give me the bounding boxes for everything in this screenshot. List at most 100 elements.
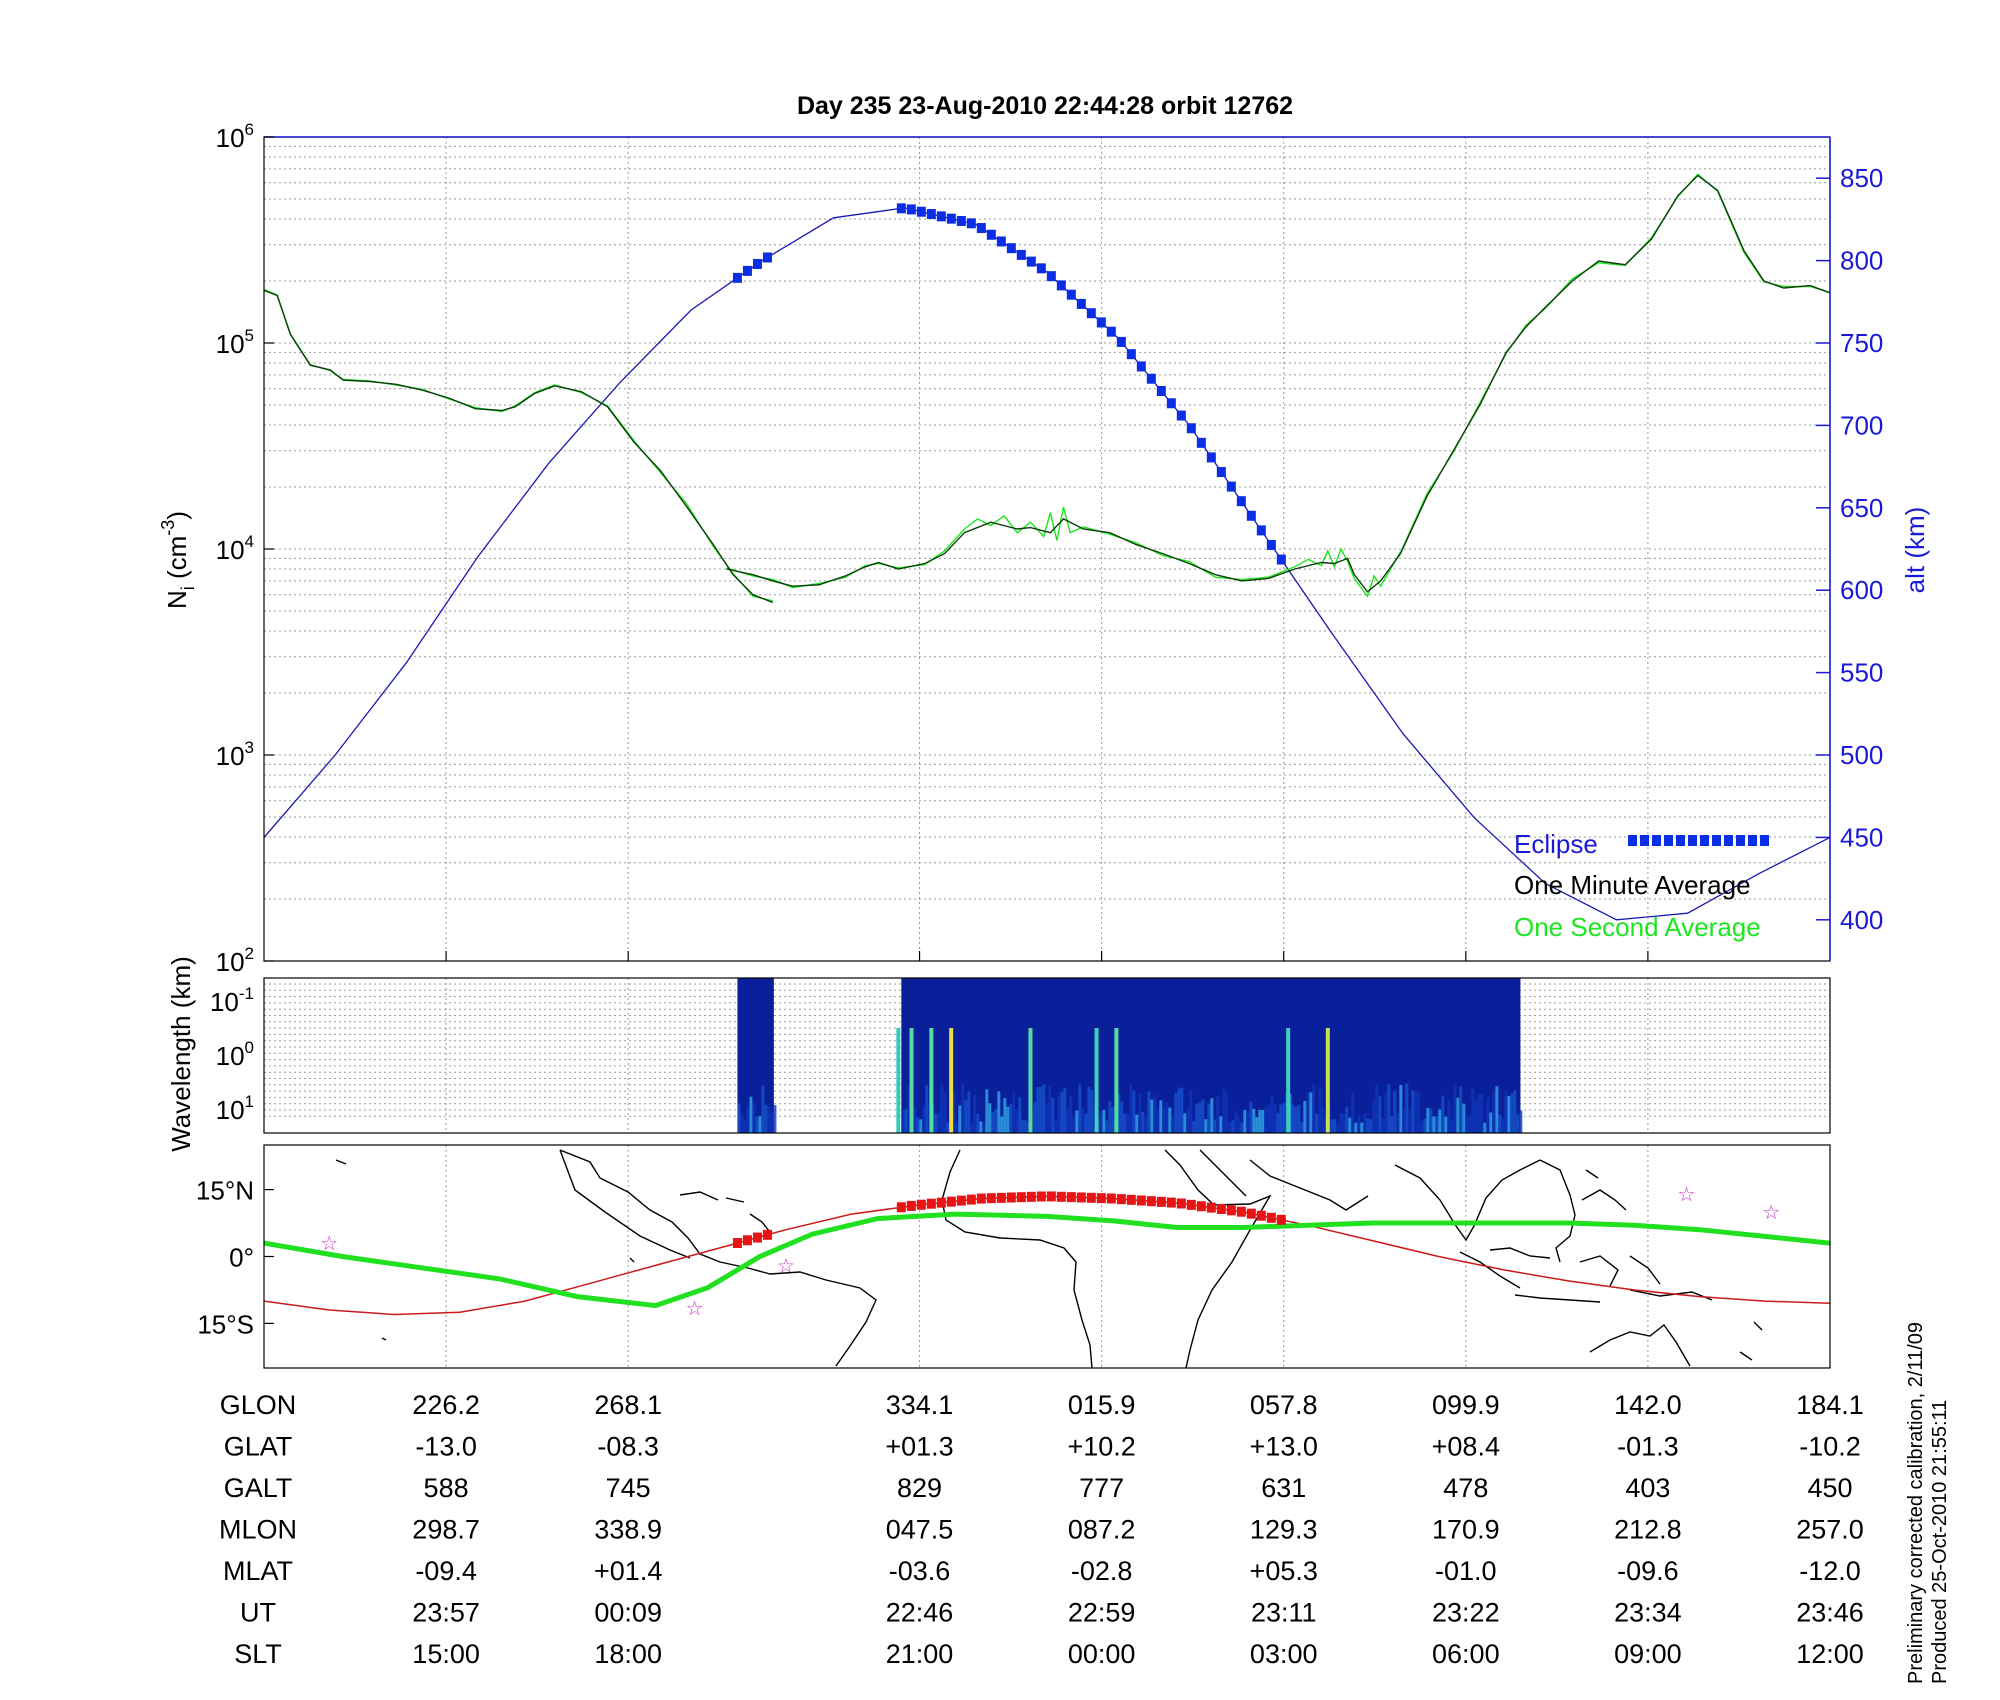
spectrogram-column bbox=[1111, 1106, 1115, 1133]
spectrogram-column bbox=[1465, 1118, 1469, 1133]
spectrogram-column bbox=[1396, 1113, 1400, 1133]
eclipse-marker bbox=[976, 223, 986, 234]
spectrogram-column bbox=[1501, 1118, 1505, 1133]
coastline-central-america bbox=[559, 1149, 691, 1259]
spectrogram-column bbox=[1078, 1084, 1082, 1133]
alt-tick-label: 850 bbox=[1840, 163, 1883, 193]
table-cell: 226.2 bbox=[412, 1390, 480, 1420]
y-tick-label: 102 bbox=[216, 944, 254, 977]
spectrogram-column bbox=[1375, 1085, 1379, 1133]
eclipse-track-marker bbox=[1186, 1199, 1196, 1210]
spectrogram-column bbox=[1429, 1108, 1433, 1133]
spectrogram-column bbox=[961, 1083, 965, 1133]
spectrogram-column bbox=[743, 1119, 747, 1133]
spectrogram-column bbox=[1210, 1098, 1214, 1133]
spectrogram-column bbox=[1180, 1087, 1184, 1133]
spectrogram-column bbox=[1156, 1109, 1160, 1133]
legend-eclipse-marker bbox=[1700, 835, 1709, 846]
spectrogram-column bbox=[1468, 1115, 1472, 1133]
star-marker: ☆ bbox=[1762, 1202, 1780, 1224]
altitude-ticks: 400 450 500 550 600 650 700 750 800 850 bbox=[1816, 163, 1883, 935]
spectrogram-axes-frame bbox=[263, 977, 1831, 1134]
eclipse-marker bbox=[906, 204, 916, 215]
one-minute-segment bbox=[726, 518, 1402, 593]
spectrogram-column bbox=[985, 1089, 989, 1133]
alt-tick-label: 450 bbox=[1840, 822, 1883, 852]
eclipse-marker bbox=[1156, 385, 1166, 396]
table-row-label: GALT bbox=[224, 1473, 293, 1503]
spectrogram-bright-band bbox=[949, 1028, 954, 1133]
table-cell: 21:00 bbox=[886, 1639, 954, 1669]
spectrogram-column bbox=[1321, 1106, 1325, 1133]
spectrogram-column bbox=[1399, 1085, 1403, 1133]
table-cell: +13.0 bbox=[1250, 1432, 1318, 1462]
spectrogram-column bbox=[1135, 1114, 1139, 1133]
spectrogram-column bbox=[1012, 1092, 1016, 1133]
spectrogram-column bbox=[913, 1106, 917, 1133]
legend-eclipse-marker bbox=[1736, 835, 1745, 846]
table-cell: -01.0 bbox=[1435, 1556, 1497, 1586]
spectrogram-column bbox=[1306, 1091, 1310, 1133]
eclipse-track-markers bbox=[732, 1191, 1286, 1249]
spectrogram-column bbox=[1258, 1109, 1262, 1133]
spectrogram-column bbox=[758, 1115, 762, 1133]
eclipse-track-marker bbox=[956, 1195, 966, 1206]
spectrogram-column bbox=[925, 1084, 929, 1133]
spectrogram-column bbox=[1411, 1090, 1415, 1133]
eclipse-track-marker bbox=[946, 1196, 956, 1207]
spectrogram-column bbox=[1144, 1116, 1148, 1133]
eclipse-marker bbox=[1256, 525, 1266, 536]
spectrogram-column bbox=[1219, 1116, 1223, 1133]
table-cell: 631 bbox=[1261, 1473, 1306, 1503]
ephemeris-table: GLON GLAT GALT MLON MLAT UT SLT 226.2 -13.0 588 29… bbox=[219, 1390, 1864, 1669]
table-cell: 00:00 bbox=[1068, 1639, 1136, 1669]
eclipse-track-marker bbox=[1216, 1203, 1226, 1214]
spectrogram-column bbox=[1318, 1086, 1322, 1133]
eclipse-markers bbox=[732, 203, 1286, 565]
alt-tick-label: 750 bbox=[1840, 328, 1883, 358]
spectrogram-column bbox=[1015, 1109, 1019, 1133]
table-row-label: MLAT bbox=[223, 1556, 293, 1586]
table-cell: 03:00 bbox=[1250, 1639, 1318, 1669]
spectrogram-column bbox=[958, 1105, 962, 1133]
map-panel: ☆ ☆ ☆ ☆ ☆ 15°N 0° 15°S bbox=[196, 1144, 1831, 1369]
spectrogram-column bbox=[1414, 1090, 1418, 1133]
spectrogram-panel: 10-1 100 101 Wavelength (km) bbox=[166, 956, 1831, 1152]
spectrogram-column bbox=[1057, 1096, 1061, 1133]
spectrogram-column bbox=[1174, 1092, 1178, 1133]
table-cell: 829 bbox=[897, 1473, 942, 1503]
spectrogram-column bbox=[1054, 1119, 1058, 1133]
spectrogram-column bbox=[976, 1113, 980, 1133]
spectrogram-column bbox=[1459, 1086, 1463, 1133]
spectrogram-column bbox=[1123, 1113, 1127, 1133]
eclipse-track-marker bbox=[752, 1232, 762, 1243]
spectrogram-column bbox=[1021, 1119, 1025, 1133]
eclipse-marker bbox=[1016, 249, 1026, 260]
spectrogram-column bbox=[1171, 1117, 1175, 1133]
spectrogram-column bbox=[1483, 1122, 1487, 1133]
table-cell: 184.1 bbox=[1796, 1390, 1864, 1420]
eclipse-track-marker bbox=[1086, 1192, 1096, 1203]
spectrogram-column bbox=[1363, 1113, 1367, 1133]
spectrogram-column bbox=[1198, 1102, 1202, 1133]
spectrogram-column bbox=[1234, 1111, 1238, 1133]
spectrogram-column bbox=[746, 1106, 750, 1133]
eclipse-track-marker bbox=[1006, 1192, 1016, 1203]
table-cell: 257.0 bbox=[1796, 1515, 1864, 1545]
coastlines bbox=[335, 1149, 1763, 1368]
spectrogram-column bbox=[1240, 1122, 1244, 1133]
spectrogram-column bbox=[1153, 1094, 1157, 1133]
table-cell: 777 bbox=[1079, 1473, 1124, 1503]
spectrogram-column bbox=[1009, 1103, 1013, 1133]
table-cell: 23:22 bbox=[1432, 1598, 1500, 1628]
spectrogram-column bbox=[1216, 1096, 1220, 1133]
spectrogram-column bbox=[767, 1106, 771, 1133]
eclipse-marker bbox=[1036, 263, 1046, 274]
eclipse-track-marker bbox=[1246, 1208, 1256, 1219]
table-cell: 18:00 bbox=[594, 1639, 662, 1669]
table-cell: 745 bbox=[606, 1473, 651, 1503]
spectrogram-column bbox=[755, 1116, 759, 1133]
spectrogram-column bbox=[1405, 1083, 1409, 1133]
table-row-label: UT bbox=[240, 1598, 276, 1628]
spectrogram-column bbox=[1438, 1109, 1442, 1133]
